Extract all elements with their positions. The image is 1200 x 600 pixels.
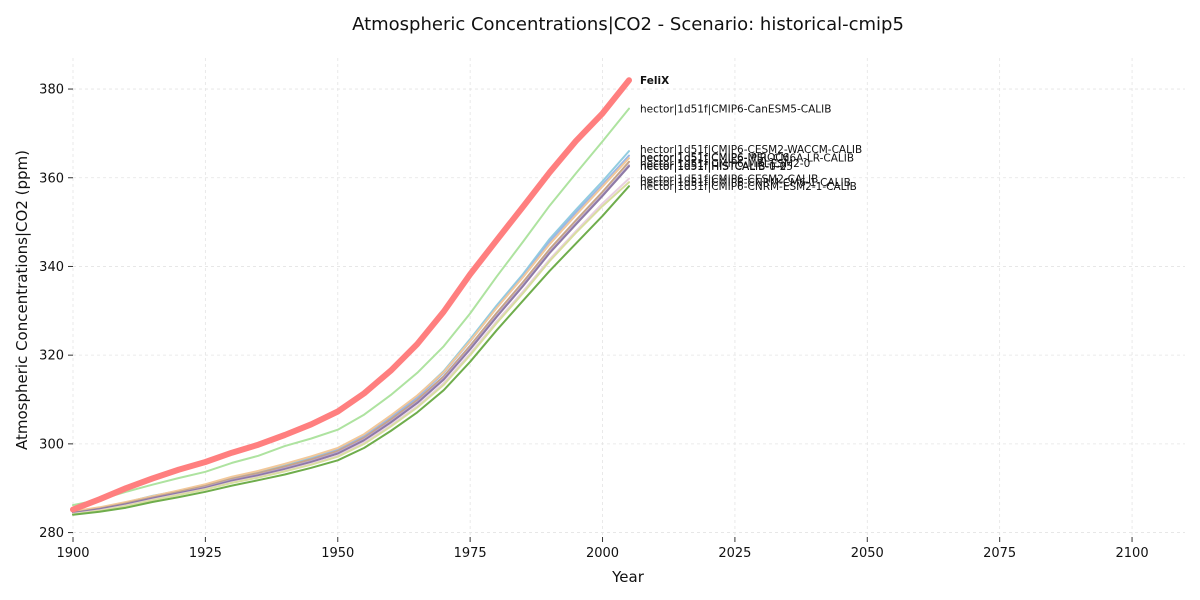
series-line [72, 181, 630, 516]
series-line [72, 165, 630, 515]
series-line [72, 177, 630, 515]
grid [72, 58, 1185, 537]
series-label: hector|1d51f|CMIP6-IPSL-CM6A-LR-CALIB [640, 153, 854, 165]
y-tick-label: 320 [39, 349, 64, 364]
series-label: hector|1d51f|HISTCALIB-0-25 [640, 161, 793, 173]
series-labels: FeliX hector|1d51f|CMIP6-CanESM5-CALIB hec… [640, 75, 862, 193]
x-tick-label: 2025 [718, 546, 751, 561]
series-label: hector|1d51f|HISTCALIB-1-0 [640, 160, 786, 172]
y-tick-label: 380 [39, 83, 64, 98]
series-lines [70, 77, 632, 516]
series-line [72, 160, 630, 514]
series-line [72, 157, 630, 513]
series-label: hector|1d51f|CMIP6-CESM2-WACCM-CALIB [640, 144, 862, 156]
series-line [72, 164, 630, 515]
series-label: hector|1d51f|CMIP6-MRI-ESM2-0 [640, 158, 810, 170]
series-label: hector|1d51f|CMIP6-CanESM5-CALIB [640, 104, 831, 116]
x-tick-label: 1900 [56, 546, 89, 561]
x-axis-label: Year [611, 568, 645, 586]
x-tick-label: 1975 [454, 546, 487, 561]
x-tick-label: 1950 [321, 546, 354, 561]
y-tick-label: 340 [39, 260, 64, 275]
series-line [72, 150, 630, 513]
series-label: FeliX [640, 75, 669, 87]
series-line [72, 154, 630, 514]
x-tick-label: 2100 [1116, 546, 1149, 561]
series-label: hector|1d51f|CMIP6-CESM2-CALIB [640, 174, 818, 186]
chart-title: Atmospheric Concentrations|CO2 - Scenari… [352, 14, 904, 35]
series-label: hector|1d51f|CMIP6-MIROC6 [640, 152, 790, 164]
series-line [72, 107, 630, 507]
y-axis-label: Atmospheric Concentrations|CO2 (ppm) [13, 150, 31, 450]
y-ticks: 280 300 320 340 360 380 [39, 83, 73, 541]
x-tick-label: 2000 [586, 546, 619, 561]
series-line [72, 185, 630, 516]
x-tick-label: 1925 [189, 546, 222, 561]
x-tick-label: 2050 [851, 546, 884, 561]
y-tick-label: 300 [39, 437, 64, 452]
series-label: hector|1d51f|CMIP6-CNRM-CM6-1-CALIB [640, 177, 851, 189]
x-ticks: 1900 1925 1950 1975 2000 2025 2050 2075 2100 [56, 537, 1149, 561]
series-label: hector|1d51f|CMIP6-CNRM-ESM2-1-CALIB [640, 181, 857, 193]
y-tick-label: 360 [39, 171, 64, 186]
x-tick-label: 2075 [983, 546, 1016, 561]
series-line [70, 77, 632, 513]
y-tick-label: 280 [39, 526, 64, 541]
